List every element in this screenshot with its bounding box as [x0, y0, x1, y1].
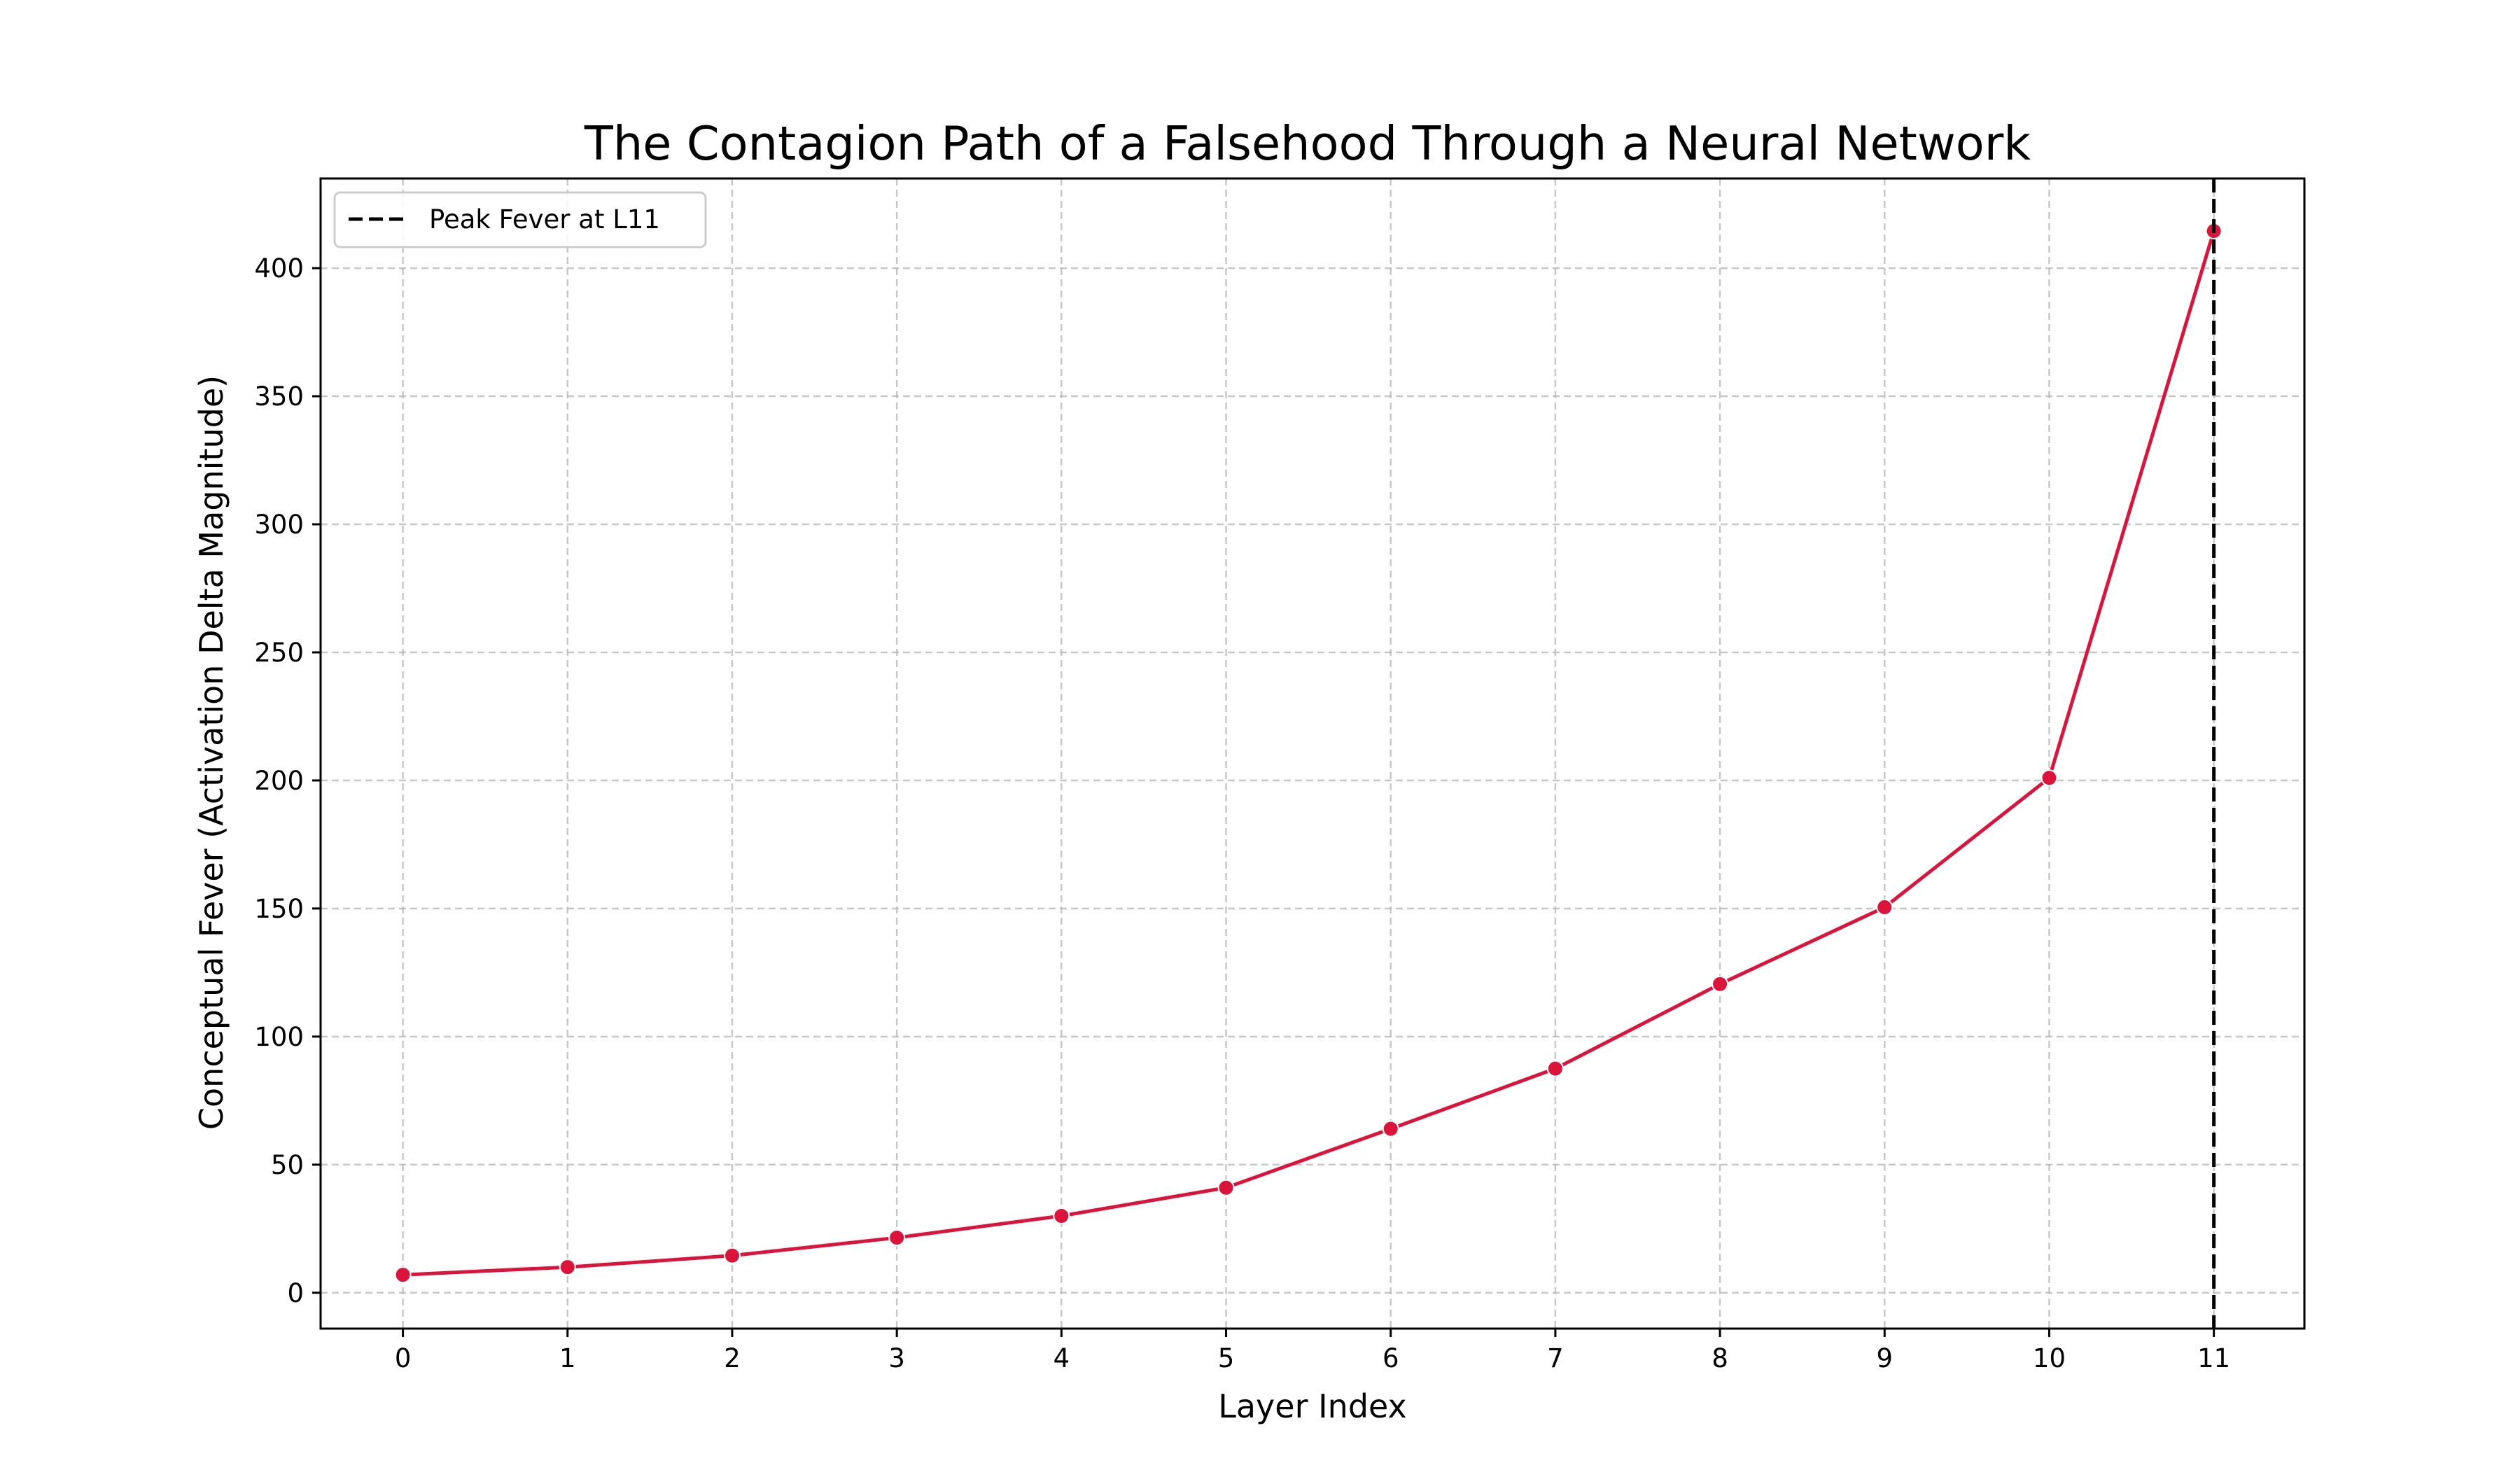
x-tick-label: 8: [1712, 1343, 1728, 1373]
y-axis-ticks: 0 50 100 150 200 250 300 350 400: [254, 253, 321, 1308]
data-point: [1382, 1120, 1399, 1138]
legend-box: [333, 191, 707, 248]
data-point: [1712, 975, 1729, 993]
plot-frame: [319, 177, 2306, 1330]
x-tick-label: 1: [559, 1343, 576, 1373]
y-tick-label: 200: [254, 766, 304, 796]
y-tick-label: 350: [254, 382, 304, 412]
data-point: [559, 1259, 576, 1276]
data-point: [1053, 1207, 1070, 1224]
x-tick-label: 6: [1382, 1343, 1399, 1373]
x-tick-label: 9: [1877, 1343, 1893, 1373]
x-tick-label: 0: [395, 1343, 412, 1373]
legend: Peak Fever at L11: [333, 191, 707, 248]
data-point: [1217, 1179, 1235, 1196]
x-tick-label: 10: [2033, 1343, 2066, 1373]
data-point: [723, 1247, 741, 1264]
x-tick-label: 3: [888, 1343, 905, 1373]
y-tick-label: 300: [254, 510, 304, 540]
series-line: [402, 230, 2216, 1277]
x-axis-label: Layer Index: [1218, 1387, 1407, 1425]
y-tick-label: 0: [287, 1278, 304, 1308]
data-points: [394, 223, 2222, 1284]
data-point: [1876, 899, 1893, 916]
x-tick-label: 7: [1547, 1343, 1564, 1373]
grid: [321, 178, 2304, 1329]
x-tick-label: 4: [1054, 1343, 1070, 1373]
chart-title: The Contagion Path of a Falsehood Throug…: [584, 116, 2031, 171]
legend-label: Peak Fever at L11: [429, 204, 660, 234]
y-tick-label: 150: [254, 894, 304, 924]
x-tick-label: 5: [1218, 1343, 1235, 1373]
data-point: [1546, 1060, 1564, 1077]
data-point: [394, 1266, 412, 1284]
y-tick-label: 50: [271, 1150, 304, 1180]
data-point: [2040, 769, 2058, 787]
data-point: [888, 1229, 906, 1247]
x-axis-ticks: 0 1 2 3 4 5 6 7 8 9 10 11: [395, 1329, 2230, 1373]
y-axis-label: Conceptual Fever (Activation Delta Magni…: [192, 375, 230, 1130]
x-tick-label: 2: [724, 1343, 741, 1373]
y-tick-label: 250: [254, 638, 304, 668]
x-tick-label: 11: [2197, 1343, 2230, 1373]
y-tick-label: 100: [254, 1022, 304, 1052]
y-tick-label: 400: [254, 253, 304, 284]
